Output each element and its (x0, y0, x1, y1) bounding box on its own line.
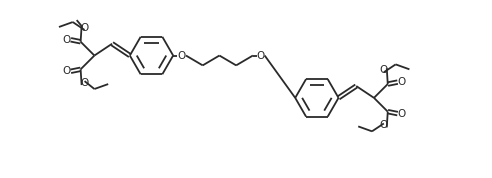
Text: O: O (398, 77, 406, 87)
Text: O: O (398, 109, 406, 119)
Text: O: O (257, 51, 265, 61)
Text: O: O (62, 35, 71, 45)
Text: O: O (177, 51, 185, 61)
Text: O: O (380, 65, 388, 75)
Text: O: O (80, 78, 89, 88)
Text: O: O (80, 23, 89, 33)
Text: O: O (62, 66, 71, 76)
Text: O: O (380, 121, 388, 130)
